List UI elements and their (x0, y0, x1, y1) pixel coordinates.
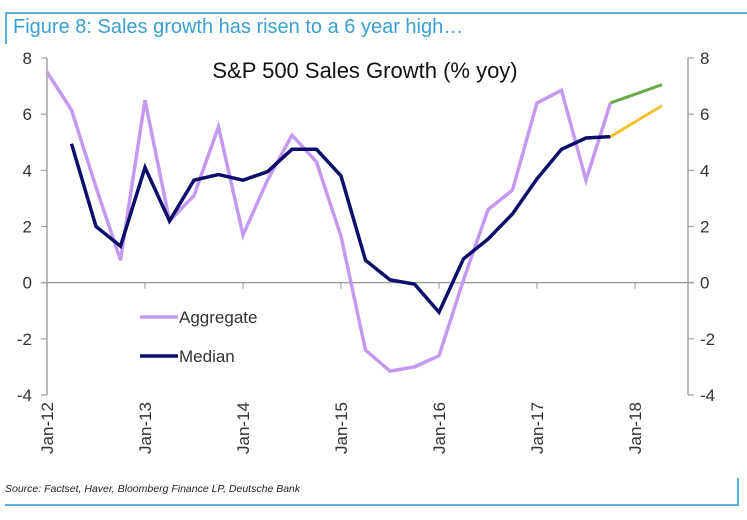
y-tick-label-right: 0 (700, 274, 709, 293)
figure-caption: Figure 8: Sales growth has risen to a 6 … (13, 16, 464, 38)
series-layer (45, 71, 663, 373)
legend: Aggregate Median (140, 308, 257, 366)
y-tick-label-right: -4 (700, 386, 715, 405)
y-tick-label-right: 4 (700, 161, 709, 180)
projection-line-median (609, 104, 663, 138)
x-tick-label: Jan-13 (136, 402, 155, 454)
axes: 8 8 6 6 4 4 2 2 0 0 -2 -2 -4 -4 Jan-12 Jan-13 Jan-14 Jan-… (17, 49, 715, 454)
figure-frame-right (737, 478, 739, 506)
x-tick-label: Jan-18 (626, 402, 645, 454)
y-tick-label-left: 8 (23, 49, 32, 68)
y-tick-label-left: 6 (23, 105, 32, 124)
projection-line-aggregate (609, 83, 663, 105)
y-tick-label-left: 4 (23, 161, 32, 180)
x-tick-label: Jan-12 (38, 402, 57, 454)
series-line-median (69, 134, 611, 316)
source-note: Source: Factset, Haver, Bloomberg Financ… (5, 483, 301, 495)
legend-label-aggregate: Aggregate (179, 308, 257, 327)
chart: 8 8 6 6 4 4 2 2 0 0 -2 -2 -4 -4 Jan-12 Jan-13 Jan-14 Jan-… (17, 49, 715, 454)
y-tick-label-left: 0 (23, 274, 32, 293)
y-tick-label-right: 6 (700, 105, 709, 124)
y-tick-label-left: 2 (23, 218, 32, 237)
y-tick-label-left: -2 (17, 330, 32, 349)
figure-frame-bottom (5, 504, 739, 506)
y-tick-label-right: 2 (700, 218, 709, 237)
legend-label-median: Median (179, 347, 235, 366)
y-tick-label-right: -2 (700, 330, 715, 349)
y-tick-label-right: 8 (700, 49, 709, 68)
series-line-aggregate (45, 71, 613, 373)
x-tick-label: Jan-16 (430, 402, 449, 454)
x-tick-label: Jan-15 (332, 402, 351, 454)
chart-title: S&P 500 Sales Growth (% yoy) (212, 58, 517, 83)
figure-frame-top (5, 12, 747, 14)
figure-frame-left (5, 12, 7, 44)
x-tick-label: Jan-17 (528, 402, 547, 454)
y-tick-label-left: -4 (17, 386, 32, 405)
x-tick-label: Jan-14 (234, 402, 253, 454)
